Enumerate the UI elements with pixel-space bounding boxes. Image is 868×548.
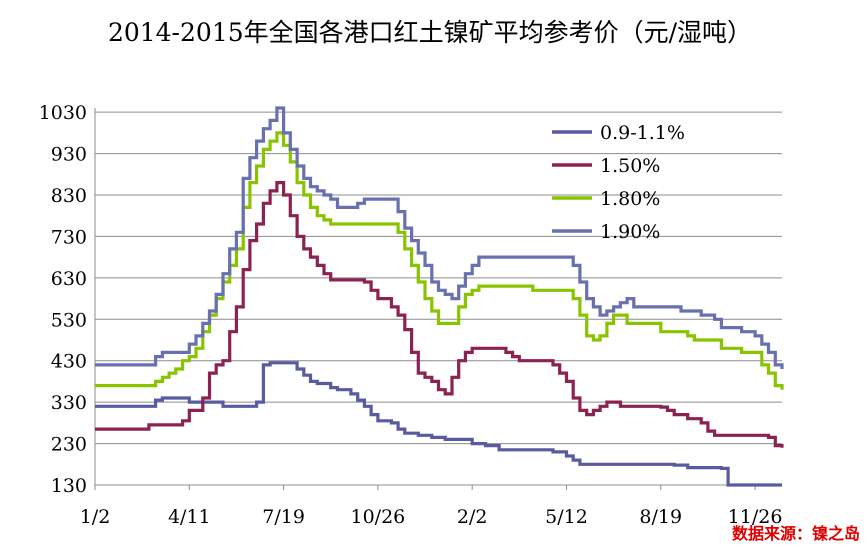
- grid-lines: [95, 111, 782, 445]
- y-tick-label: 1030: [39, 102, 87, 124]
- y-tick-label: 230: [51, 434, 87, 456]
- legend-entry: 0.9-1.1%: [600, 122, 685, 144]
- y-tick-label: 330: [51, 392, 87, 414]
- series-lines: [95, 106, 784, 487]
- y-tick-label: 530: [51, 309, 87, 331]
- y-tick-label: 630: [51, 268, 87, 290]
- x-tick-label: 10/26: [350, 506, 405, 528]
- chart-title: 2014-2015年全国各港口红土镍矿平均参考价（元/湿吨）: [107, 18, 753, 47]
- x-tick-labels: 1/2 4/11 7/19 10/26 2/2 5/12 8/19 11/26: [80, 506, 783, 528]
- x-tick-label: 1/2: [80, 506, 111, 528]
- series-line-4: [95, 106, 784, 369]
- y-tick-label: 930: [51, 144, 87, 166]
- y-tick-labels: 130 230 330 430 530 630 730 830 930 1030: [39, 102, 87, 497]
- x-tick-label: 2/2: [457, 506, 488, 528]
- series-line-1: [95, 361, 782, 487]
- y-tick-label: 130: [51, 475, 87, 497]
- x-tick-label: 11/26: [728, 506, 783, 528]
- x-tick-label: 5/12: [545, 506, 588, 528]
- y-tick-label: 730: [51, 226, 87, 248]
- source-label: 数据来源：镍之岛: [731, 524, 860, 543]
- x-tick-label: 7/19: [262, 506, 305, 528]
- x-tick-label: 4/11: [168, 506, 211, 528]
- legend: 0.9-1.1% 1.50% 1.80% 1.90%: [552, 122, 685, 243]
- axes: [94, 108, 782, 490]
- legend-entry: 1.90%: [600, 221, 660, 243]
- y-tick-label: 430: [51, 351, 87, 373]
- legend-entry: 1.50%: [600, 155, 660, 177]
- series-line-2: [95, 181, 784, 448]
- x-tick-label: 8/19: [639, 506, 682, 528]
- legend-entry: 1.80%: [600, 188, 660, 210]
- y-tick-label: 830: [51, 185, 87, 207]
- series-line-3: [95, 131, 784, 390]
